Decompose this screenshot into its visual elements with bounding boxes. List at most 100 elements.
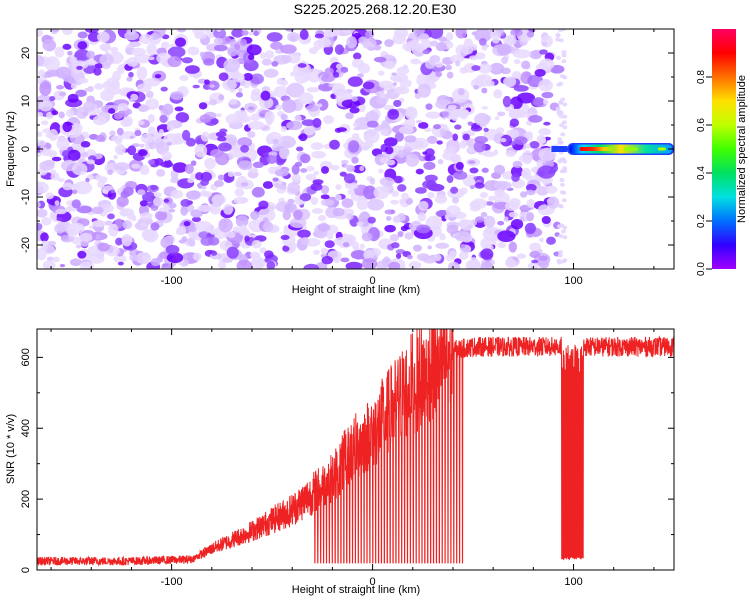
noise-blob [541,215,551,225]
noise-blob [395,253,402,259]
noise-blob [398,125,414,135]
noise-blob [289,71,297,77]
noise-blob [218,72,229,82]
noise-blob [118,67,125,75]
noise-blob [75,106,89,119]
noise-blob [251,186,265,198]
noise-blob [166,124,175,132]
noise-blob [558,233,564,238]
noise-blob [383,137,398,147]
noise-blob [422,180,436,189]
noise-blob [113,112,123,120]
noise-blob [500,137,507,143]
noise-blob [433,124,441,130]
noise-blob [428,29,444,39]
noise-blob [388,261,401,269]
noise-blob [37,181,49,194]
noise-blob [185,137,196,147]
noise-blob [76,65,83,70]
noise-blob [74,49,91,63]
noise-blob [343,173,356,184]
noise-blob [279,147,290,160]
noise-blob [494,189,505,198]
noise-blob [384,146,394,155]
noise-blob [323,115,334,124]
noise-blob [454,231,472,242]
noise-blob [219,253,228,258]
noise-blob [139,164,150,176]
noise-field [37,29,568,269]
noise-blob [161,263,173,269]
noise-blob [342,242,350,248]
noise-blob [474,216,485,223]
noise-blob [37,139,47,147]
noise-blob [56,85,65,90]
noise-blob [425,111,441,119]
noise-blob [250,91,259,102]
noise-blob [418,33,430,42]
noise-blob [561,198,567,203]
noise-blob [200,131,210,142]
noise-blob [417,212,427,222]
noise-blob [204,226,213,233]
noise-blob [442,123,448,130]
noise-blob [469,185,475,190]
noise-blob [561,50,567,55]
noise-blob [264,250,274,259]
noise-blob [117,103,129,112]
noise-blob [150,222,160,231]
noise-blob [345,112,354,120]
noise-blob [306,166,315,172]
noise-blob [280,125,287,132]
noise-blob [340,159,349,165]
noise-blob [280,113,288,121]
noise-blob [275,104,283,111]
noise-blob [69,56,78,64]
noise-blob [60,234,70,242]
noise-blob [480,261,494,269]
noise-blob [384,60,396,70]
noise-blob [384,224,396,233]
noise-blob [146,43,157,56]
noise-blob [232,226,241,233]
noise-blob [50,172,60,181]
noise-blob [78,77,89,84]
noise-blob [556,109,562,114]
noise-blob [191,216,202,223]
noise-blob [291,173,301,184]
noise-blob [262,181,274,189]
noise-blob [462,133,470,141]
snr-ytick-label: 600 [20,348,32,366]
noise-blob [108,223,119,237]
noise-blob [525,189,536,196]
noise-blob [139,143,145,148]
noise-blob [394,86,410,95]
noise-blob [223,58,241,73]
noise-blob [434,194,448,204]
noise-blob [447,261,460,269]
noise-blob [351,133,360,140]
noise-blob [216,113,222,118]
noise-blob [289,217,307,229]
noise-blob [276,77,285,85]
noise-blob [314,33,325,39]
colorbar-ticks: 0.0 0.2 0.4 0.6 0.8 [696,70,712,276]
noise-blob [541,176,551,186]
spectrogram-xtick-label: -100 [161,275,183,287]
noise-blob [113,154,119,160]
noise-blob [227,47,238,57]
noise-blob [71,199,81,209]
noise-blob [427,191,435,199]
noise-blob [393,175,403,184]
noise-blob [80,140,91,148]
noise-blob [243,72,253,81]
noise-blob [519,191,528,198]
noise-blob [108,108,116,114]
noise-blob [559,74,565,79]
noise-blob [380,128,389,136]
noise-blob [170,91,184,101]
noise-blob [529,242,541,252]
noise-blob [211,250,218,256]
noise-blob [240,144,249,153]
noise-blob [344,164,352,169]
